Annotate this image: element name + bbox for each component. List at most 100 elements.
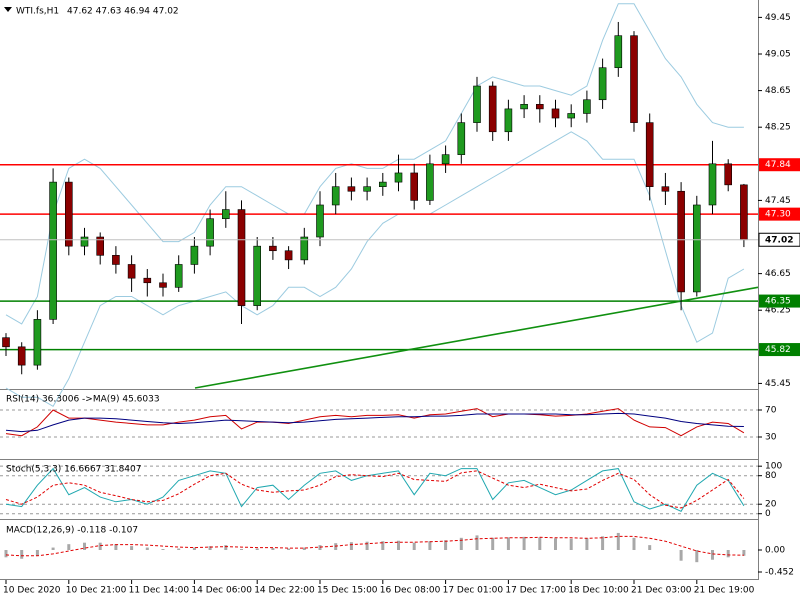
x-tick-label: 11 Dec 14:00 <box>129 586 190 596</box>
bollinger-band <box>5 131 745 407</box>
y-tick-label: 46.25 <box>765 306 791 316</box>
indicator-line <box>5 470 745 509</box>
candle-body <box>677 190 685 293</box>
candle-body <box>80 236 89 247</box>
indicator-label: Stoch(5,3,3) 16.6667 31.8407 <box>6 465 141 475</box>
candle-body <box>206 218 214 247</box>
signal-line <box>5 535 744 557</box>
candle-body <box>724 163 733 186</box>
y-tick-label: 49.05 <box>765 49 791 59</box>
indicator-line <box>5 408 745 437</box>
x-tick-label: 10 Dec 21:00 <box>66 586 127 596</box>
candle-body <box>661 186 670 192</box>
level-label: 47.30 <box>765 210 791 220</box>
x-tick-label: 17 Dec 01:00 <box>443 586 504 596</box>
level-tag <box>759 158 800 172</box>
bollinger-band <box>5 3 744 325</box>
candle-body <box>112 255 120 265</box>
candle-body <box>33 319 42 366</box>
ohlc-label: 47.62 47.63 46.94 47.02 <box>67 7 179 17</box>
y-tick-label: 0 <box>765 509 771 519</box>
y-tick-label: -0.452 <box>765 568 794 578</box>
y-tick-label: 70 <box>765 405 777 415</box>
indicator-label: RSI(14) 36.3006 ->MA(9) 45.6033 <box>6 395 160 405</box>
y-tick-label: 20 <box>765 500 777 510</box>
candle-body <box>17 346 26 366</box>
candle-body <box>65 181 73 247</box>
y-tick-label: 48.25 <box>765 123 791 133</box>
indicator-line <box>5 412 744 433</box>
x-tick-label: 15 Dec 15:00 <box>317 586 378 596</box>
candle-body <box>269 245 277 252</box>
level-label: 46.35 <box>765 297 791 307</box>
x-tick-label: 21 Dec 03:00 <box>631 586 692 596</box>
candle-body <box>127 264 136 279</box>
y-tick-label: 45.45 <box>765 379 791 389</box>
trendline <box>194 286 759 389</box>
candle-body <box>316 204 324 238</box>
candle-body <box>222 209 230 220</box>
candle-body <box>535 104 544 110</box>
candle-body <box>394 172 403 183</box>
current-price-label: 47.02 <box>765 235 793 245</box>
level-label: 45.82 <box>765 345 791 355</box>
candle-body <box>378 181 387 187</box>
symbol-label: WTI.fs,H1 <box>16 7 59 17</box>
y-tick-label: 100 <box>765 462 782 472</box>
level-tag <box>759 343 800 357</box>
candle-body <box>740 184 748 241</box>
x-tick-label: 16 Dec 08:00 <box>380 586 441 596</box>
candle-body <box>159 282 167 288</box>
candle-body <box>645 122 654 187</box>
x-tick-label: 18 Dec 10:00 <box>568 586 629 596</box>
candle-body <box>598 67 607 101</box>
candle-body <box>237 209 246 306</box>
y-tick-label: 48.65 <box>765 86 791 96</box>
candle-body <box>174 264 183 288</box>
frame <box>0 0 759 580</box>
candle-body <box>49 181 57 320</box>
candle-body <box>614 35 623 69</box>
menu-arrow[interactable] <box>4 7 12 12</box>
current-price-tag <box>758 232 800 247</box>
x-tick-label: 14 Dec 06:00 <box>191 586 252 596</box>
candle-body <box>473 85 481 123</box>
candle-body <box>96 236 104 256</box>
candle-body <box>488 85 497 133</box>
candle-body <box>363 186 371 192</box>
level-tag <box>759 294 800 308</box>
y-tick-label: 80 <box>765 471 777 481</box>
candle-body <box>520 104 528 110</box>
y-tick-label: 49.45 <box>765 13 791 23</box>
candle-body <box>441 154 450 165</box>
level-tag <box>759 207 800 221</box>
candle-body <box>630 35 638 123</box>
candle-body <box>143 277 152 284</box>
y-tick-label: 47.45 <box>765 196 791 206</box>
candle-body <box>284 250 293 261</box>
candle-body <box>253 245 261 306</box>
indicator-label: MACD(12,26,9) -0.118 -0.107 <box>6 526 138 536</box>
candle-body <box>2 337 10 348</box>
candle-body <box>190 245 199 265</box>
candle-body <box>551 108 560 119</box>
candle-body <box>583 99 591 114</box>
y-tick-label: 30 <box>765 433 777 443</box>
x-tick-label: 14 Dec 22:00 <box>254 586 315 596</box>
x-tick-label: 21 Dec 19:00 <box>694 586 755 596</box>
candle-body <box>410 172 419 201</box>
candle-body <box>457 122 466 155</box>
candle-body <box>331 186 340 206</box>
y-tick-label: 46.65 <box>765 269 791 279</box>
candle-body <box>504 108 513 133</box>
candle-body <box>567 113 576 119</box>
y-tick-label: 0.00 <box>765 545 785 555</box>
candle-body <box>692 204 701 293</box>
candle-body <box>426 163 434 201</box>
level-label: 47.84 <box>765 160 791 170</box>
candle-body <box>300 236 309 261</box>
x-tick-label: 10 Dec 2020 <box>3 586 61 596</box>
x-tick-label: 17 Dec 17:00 <box>505 586 566 596</box>
candle-body <box>708 163 717 206</box>
